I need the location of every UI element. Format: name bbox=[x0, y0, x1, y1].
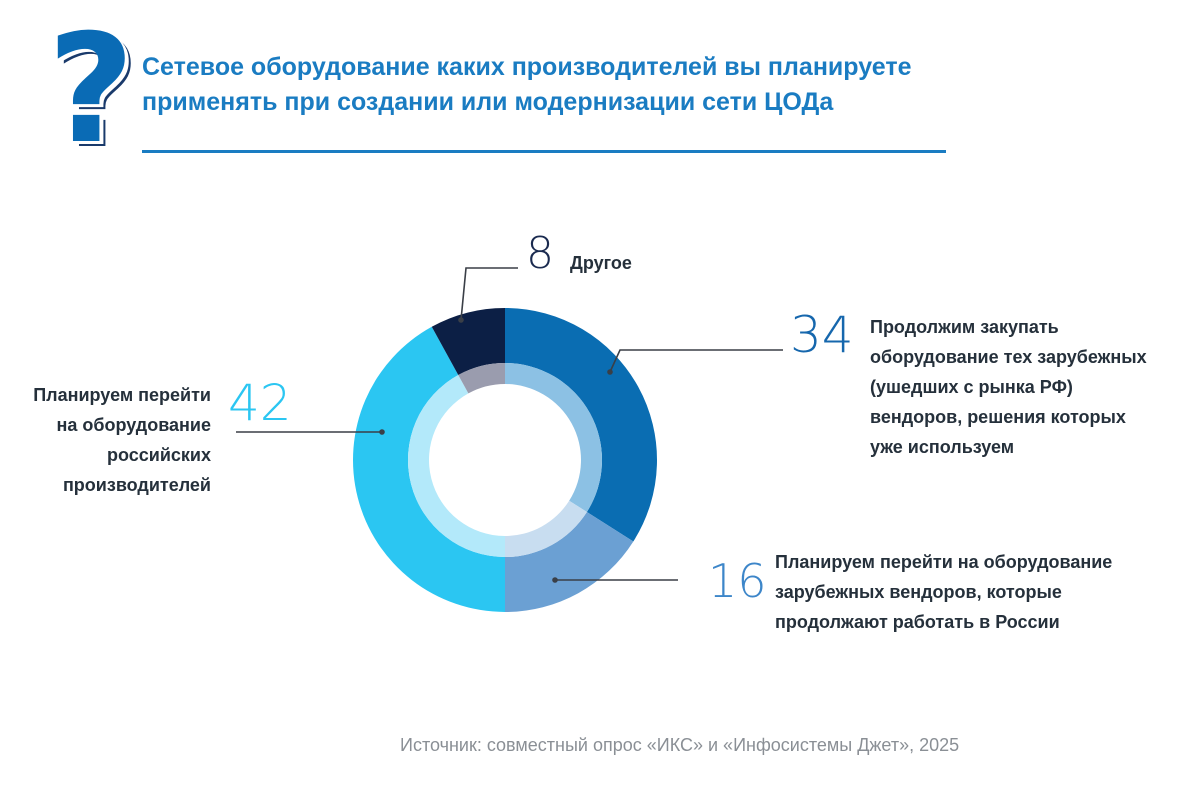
slice-label-line: вендоров, решения которых bbox=[870, 407, 1126, 427]
slice-label: Продолжим закупать оборудование тех заруб… bbox=[870, 312, 1147, 462]
donut-slice bbox=[431, 308, 505, 375]
donut-inner-ring-segment bbox=[408, 374, 505, 557]
leader-dot bbox=[552, 577, 558, 583]
slice-label-line: российских bbox=[106, 445, 211, 465]
leader-dot bbox=[607, 369, 613, 375]
slice-label: Другое bbox=[570, 248, 632, 278]
slice-label-line: Продолжим закупать bbox=[870, 317, 1059, 337]
slice-label: Планируем перейти на оборудование зарубеж… bbox=[775, 547, 1112, 637]
donut-slice bbox=[505, 308, 657, 542]
leader-dot bbox=[458, 317, 464, 323]
slice-value: 34 bbox=[790, 306, 854, 364]
slice-label: Планируем перейти на оборудование российск… bbox=[33, 380, 211, 500]
donut-inner-ring-segment bbox=[505, 500, 587, 557]
donut-inner-ring-segment bbox=[505, 362, 602, 512]
donut-slice bbox=[353, 326, 505, 612]
slice-label-line: на оборудование bbox=[56, 415, 211, 435]
donut-inner-ring-segment bbox=[458, 363, 505, 394]
slice-label-line: Планируем перейти bbox=[33, 385, 211, 405]
leader-line bbox=[609, 349, 783, 373]
leader-dot bbox=[379, 429, 385, 435]
slice-value: 8 bbox=[526, 228, 554, 279]
question-mark-icon: ? bbox=[47, 3, 135, 177]
slice-value: 42 bbox=[228, 374, 292, 432]
slice-label-line: (ушедших с рынка РФ) bbox=[870, 377, 1073, 397]
leader-line bbox=[460, 267, 518, 321]
slice-label-line: Другое bbox=[570, 253, 632, 273]
slice-label-line: производителей bbox=[62, 475, 211, 495]
title-divider bbox=[142, 150, 946, 153]
donut-slice bbox=[505, 511, 634, 612]
slice-label-line: зарубежных вендоров, которые bbox=[775, 582, 1062, 602]
slice-label-line: продолжают работать в России bbox=[775, 612, 1060, 632]
slice-label-line: уже используем bbox=[870, 437, 1015, 457]
slice-label-line: оборудование тех зарубежных bbox=[870, 347, 1147, 367]
source-note: Источник: совместный опрос «ИКС» и «Инфо… bbox=[400, 735, 960, 755]
slice-value: 16 bbox=[708, 554, 767, 608]
chart-title: Сетевое оборудование каких производителе… bbox=[142, 53, 912, 116]
slice-label-line: Планируем перейти на оборудование bbox=[775, 552, 1113, 572]
